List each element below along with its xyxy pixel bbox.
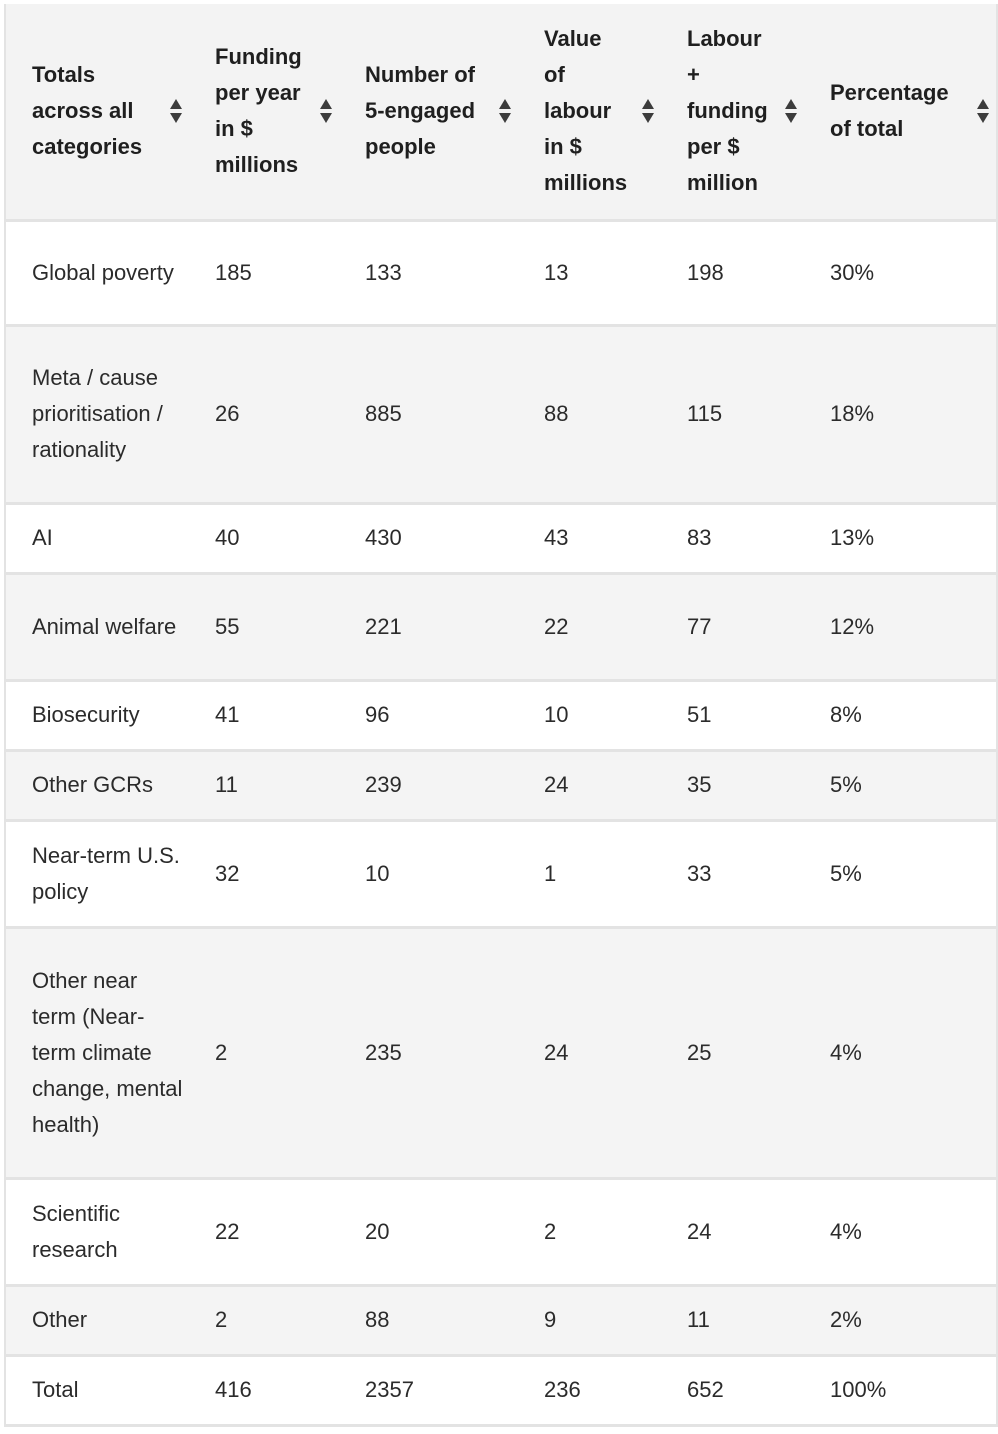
column-header-percentage[interactable]: Percentage of total — [804, 4, 996, 221]
table-cell: 2 — [189, 1283, 339, 1355]
table-cell: 41 — [189, 678, 339, 750]
table-cell: 236 — [518, 1353, 661, 1424]
header-label: Percentage of total — [830, 80, 949, 142]
table-cell: 5% — [804, 748, 996, 820]
table-cell: 25 — [661, 925, 804, 1178]
table-cell: 2 — [518, 1176, 661, 1285]
table-cell: 8% — [804, 678, 996, 750]
table-cell: 133 — [339, 218, 518, 325]
table-row: AI 40 430 43 83 13% — [6, 501, 996, 573]
sort-up-down-icon[interactable] — [319, 98, 333, 124]
table-cell: 24 — [518, 748, 661, 820]
table-cell: 26 — [189, 323, 339, 503]
table-cell: 5% — [804, 818, 996, 927]
column-header-category[interactable]: Totals across all categories — [6, 4, 189, 221]
table-cell: Animal welfare — [6, 571, 189, 680]
table-row: Other 2 88 9 11 2% — [6, 1283, 996, 1355]
table-cell: 10 — [339, 818, 518, 927]
table-row: Global poverty 185 133 13 198 30% — [6, 218, 996, 325]
table-row: Other GCRs 11 239 24 35 5% — [6, 748, 996, 820]
sort-up-down-icon[interactable] — [641, 98, 655, 124]
table-cell: 22 — [518, 571, 661, 680]
table-cell: 51 — [661, 678, 804, 750]
header-row: Totals across all categories Funding per… — [6, 4, 996, 221]
table-cell: Biosecurity — [6, 678, 189, 750]
table-cell: 2% — [804, 1283, 996, 1355]
table-cell: Scientific research — [6, 1176, 189, 1285]
table-row: Meta / cause prioritisation / rationalit… — [6, 323, 996, 503]
table-cell: 100% — [804, 1353, 996, 1424]
table-cell: 2357 — [339, 1353, 518, 1424]
table-cell: 10 — [518, 678, 661, 750]
table-cell: 88 — [518, 323, 661, 503]
table-cell: 12% — [804, 571, 996, 680]
table-cell: Other — [6, 1283, 189, 1355]
table-body: Global poverty 185 133 13 198 30% Meta /… — [6, 218, 996, 1424]
table-cell: 11 — [189, 748, 339, 820]
table-cell: 55 — [189, 571, 339, 680]
table-cell: 20 — [339, 1176, 518, 1285]
table-cell: 22 — [189, 1176, 339, 1285]
table-cell: Other near term (Near-term climate chang… — [6, 925, 189, 1178]
table-row: Other near term (Near-term climate chang… — [6, 925, 996, 1178]
table-cell: AI — [6, 501, 189, 573]
column-header-labour-value[interactable]: Value of labour in $ millions — [518, 4, 661, 221]
table-cell: 185 — [189, 218, 339, 325]
table-cell: Near-term U.S. policy — [6, 818, 189, 927]
column-header-engaged-people[interactable]: Number of 5-engaged people — [339, 4, 518, 221]
table-cell: Meta / cause prioritisation / rationalit… — [6, 323, 189, 503]
table-cell: 235 — [339, 925, 518, 1178]
table-row-total: Total 416 2357 236 652 100% — [6, 1353, 996, 1424]
table-cell: 652 — [661, 1353, 804, 1424]
table-cell: Total — [6, 1353, 189, 1424]
sort-up-down-icon[interactable] — [498, 98, 512, 124]
table-cell: 40 — [189, 501, 339, 573]
table-cell: 18% — [804, 323, 996, 503]
table-cell: Global poverty — [6, 218, 189, 325]
header-label: Number of 5-engaged people — [365, 62, 476, 160]
table-cell: 88 — [339, 1283, 518, 1355]
table-row: Scientific research 22 20 2 24 4% — [6, 1176, 996, 1285]
table-cell: 9 — [518, 1283, 661, 1355]
header-label: Totals across all categories — [32, 62, 143, 160]
table-cell: 33 — [661, 818, 804, 927]
sort-up-down-icon[interactable] — [976, 98, 990, 124]
data-table-container: Totals across all categories Funding per… — [4, 4, 998, 1427]
column-header-funding[interactable]: Funding per year in $ millions — [189, 4, 339, 221]
table-cell: 96 — [339, 678, 518, 750]
table-cell: 115 — [661, 323, 804, 503]
table-cell: 430 — [339, 501, 518, 573]
header-label: Funding per year in $ millions — [215, 44, 302, 178]
table-cell: 1 — [518, 818, 661, 927]
table-cell: 24 — [661, 1176, 804, 1285]
table-cell: 32 — [189, 818, 339, 927]
table-row: Near-term U.S. policy 32 10 1 33 5% — [6, 818, 996, 927]
sort-up-down-icon[interactable] — [784, 98, 798, 124]
header-label: Labour + funding per $ million — [687, 26, 768, 196]
column-header-labour-funding[interactable]: Labour + funding per $ million — [661, 4, 804, 221]
table-cell: 30% — [804, 218, 996, 325]
sort-up-down-icon[interactable] — [169, 98, 183, 124]
table-cell: 2 — [189, 925, 339, 1178]
table-cell: 13 — [518, 218, 661, 325]
table-cell: 35 — [661, 748, 804, 820]
table-cell: 221 — [339, 571, 518, 680]
table-cell: 83 — [661, 501, 804, 573]
table-cell: 43 — [518, 501, 661, 573]
data-table: Totals across all categories Funding per… — [6, 4, 996, 1424]
table-cell: 885 — [339, 323, 518, 503]
table-row: Biosecurity 41 96 10 51 8% — [6, 678, 996, 750]
table-cell: 11 — [661, 1283, 804, 1355]
table-cell: 239 — [339, 748, 518, 820]
table-cell: 4% — [804, 925, 996, 1178]
table-cell: 4% — [804, 1176, 996, 1285]
table-cell: 416 — [189, 1353, 339, 1424]
table-cell: 198 — [661, 218, 804, 325]
table-row: Animal welfare 55 221 22 77 12% — [6, 571, 996, 680]
table-cell: 77 — [661, 571, 804, 680]
table-cell: Other GCRs — [6, 748, 189, 820]
table-cell: 13% — [804, 501, 996, 573]
header-label: Value of labour in $ millions — [544, 26, 628, 196]
table-cell: 24 — [518, 925, 661, 1178]
